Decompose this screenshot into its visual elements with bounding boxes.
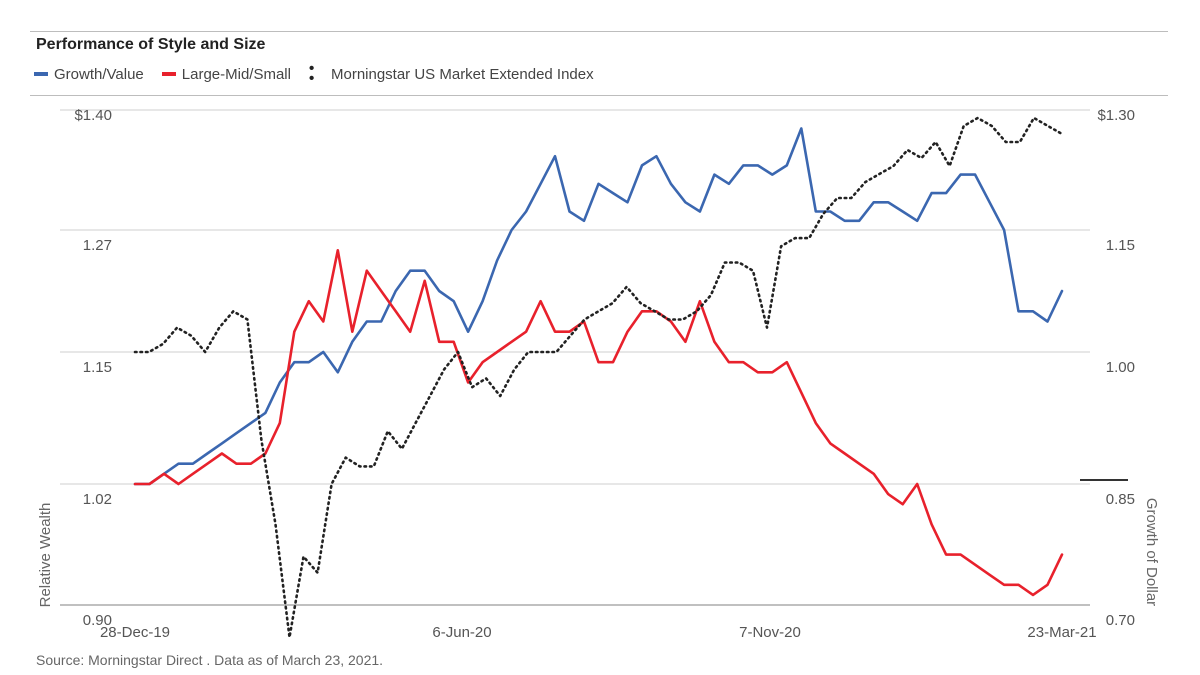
right-axis-title: Growth of Dollar xyxy=(1143,498,1160,606)
left-tick-label: 1.15 xyxy=(83,359,112,376)
top-divider xyxy=(30,31,1168,32)
left-tick-label: $1.40 xyxy=(74,107,112,124)
legend: Growth/Value Large-Mid/Small • • Morning… xyxy=(34,60,612,87)
series-line-large-mid-small xyxy=(133,249,1064,597)
left-tick-label: 1.27 xyxy=(83,237,112,254)
legend-swatch-growth-value xyxy=(34,72,48,76)
legend-divider xyxy=(30,95,1168,96)
legend-item-large-mid-small: Large-Mid/Small xyxy=(161,65,291,83)
right-tick-label: 0.85 xyxy=(1106,491,1135,508)
x-tick-label: 23-Mar-21 xyxy=(1027,624,1096,641)
left-tick-label: 1.02 xyxy=(83,491,112,508)
legend-item-growth-value: Growth/Value xyxy=(34,66,144,83)
legend-item-market-index: • • Morningstar US Market Extended Index xyxy=(308,60,594,87)
legend-label-growth-value: Growth/Value xyxy=(54,65,144,83)
series-line-growth-value xyxy=(133,127,1064,486)
legend-swatch-large-mid-small xyxy=(161,72,176,76)
left-tick-label: 0.90 xyxy=(83,612,112,629)
right-tick-label: $1.30 xyxy=(1097,107,1135,124)
legend-swatch-market-index: • • xyxy=(308,60,316,87)
chart-title: Performance of Style and Size xyxy=(36,36,266,53)
x-tick-label: 7-Nov-20 xyxy=(739,624,801,641)
legend-label-large-mid-small: Large-Mid/Small xyxy=(181,65,291,83)
x-tick-label: 28-Dec-19 xyxy=(100,624,170,641)
x-tick-label: 6-Jun-20 xyxy=(432,624,491,641)
left-axis-title: Relative Wealth xyxy=(37,503,54,608)
right-tick-label: 0.70 xyxy=(1106,612,1135,629)
right-tick-label: 1.15 xyxy=(1106,237,1135,254)
source-note: Source: Morningstar Direct . Data as of … xyxy=(36,652,384,668)
legend-label-market-index: Morningstar US Market Extended Index xyxy=(330,65,594,83)
right-tick-label: 1.00 xyxy=(1106,359,1135,376)
series-line-market-index xyxy=(133,116,1064,639)
